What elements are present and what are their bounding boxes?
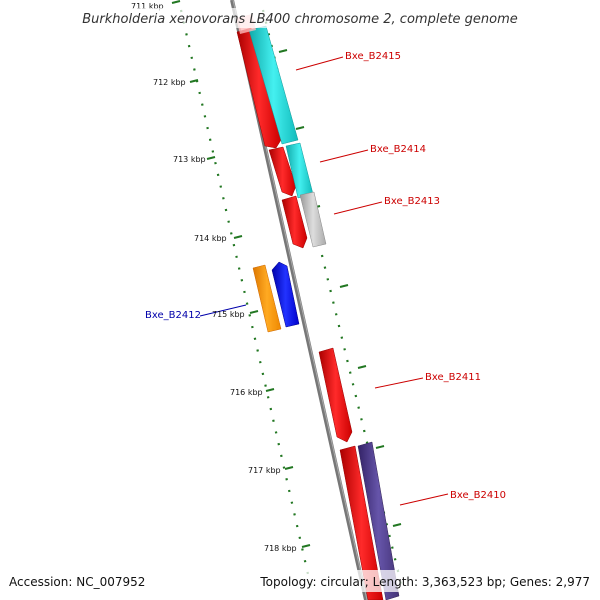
- major-ticks: [171, 0, 311, 548]
- tick-label: 714 kbp: [194, 234, 227, 243]
- tick-label: 718 kbp: [264, 544, 297, 553]
- callout-lines: [199, 56, 449, 506]
- genome-summary-text: Topology: circular; Length: 3,363,523 bp…: [259, 575, 590, 589]
- tick-label: 715 kbp: [212, 310, 245, 319]
- gene-label[interactable]: Bxe_B2413: [384, 196, 440, 207]
- tick-label: 713 kbp: [173, 155, 206, 164]
- tick-label: 712 kbp: [153, 78, 186, 87]
- tick-label: 717 kbp: [248, 466, 281, 475]
- gene-bxe-b2411[interactable]: [318, 347, 353, 443]
- tick-label: 716 kbp: [230, 388, 263, 397]
- gene-label[interactable]: Bxe_B2410: [450, 490, 506, 501]
- gene-label[interactable]: Bxe_B2412: [145, 310, 201, 321]
- map-title: Burkholderia xenovorans LB400 chromosome…: [82, 12, 518, 27]
- gene-bxe-b2414[interactable]: [268, 142, 314, 199]
- gene-bxe-b2410[interactable]: [339, 441, 400, 600]
- gene-label[interactable]: Bxe_B2411: [425, 372, 481, 383]
- gene-bxe-b2415[interactable]: [236, 14, 299, 149]
- gene-bxe-b2413[interactable]: [281, 191, 327, 249]
- gene-label[interactable]: Bxe_B2414: [370, 144, 426, 155]
- gene-label[interactable]: Bxe_B2415: [345, 51, 401, 62]
- gene-bxe-b2412[interactable]: [252, 261, 300, 333]
- accession-text: Accession: NC_007952: [9, 575, 145, 589]
- tick-label: 711 kbp: [131, 2, 164, 11]
